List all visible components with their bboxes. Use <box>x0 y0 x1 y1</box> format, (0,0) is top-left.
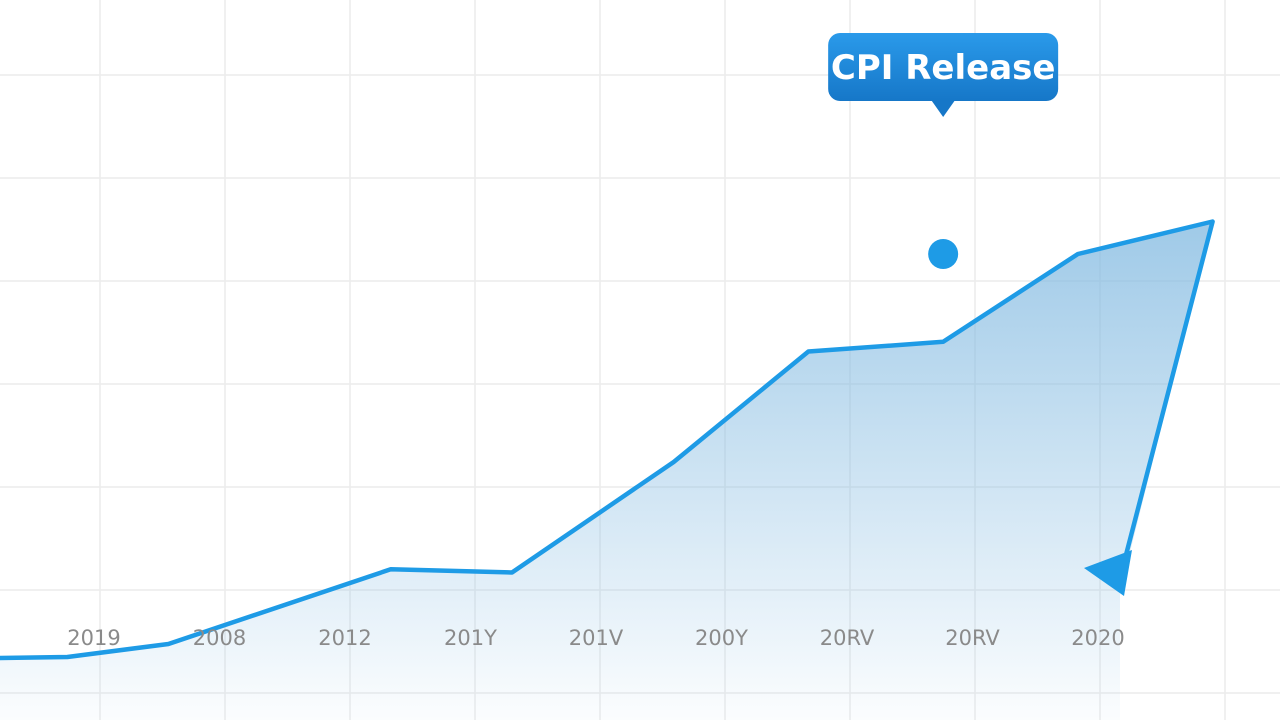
cpi-release-annotation: CPI Release <box>828 33 1059 269</box>
x-tick-label: 2012 <box>318 626 371 650</box>
callout-label: CPI Release <box>831 48 1056 88</box>
x-tick-label: 20RV <box>945 626 1000 650</box>
callout-pointer <box>931 100 956 117</box>
x-axis-tick-labels: 2019 2008 2012 201Y 201V 200Y 20RV 20RV 2020 <box>67 626 1124 650</box>
annotation-marker <box>928 239 959 269</box>
x-tick-label: 201V <box>569 626 624 650</box>
x-tick-label: 201Y <box>444 626 497 650</box>
series-line <box>0 219 1215 661</box>
down-arrow-icon <box>1084 550 1132 596</box>
x-tick-label: 20RV <box>820 626 875 650</box>
x-tick-label: 200Y <box>695 626 748 650</box>
x-tick-label: 2008 <box>193 626 246 650</box>
x-tick-label: 2020 <box>1071 626 1124 650</box>
x-tick-label: 2019 <box>67 626 120 650</box>
callout-box <box>828 33 1059 101</box>
